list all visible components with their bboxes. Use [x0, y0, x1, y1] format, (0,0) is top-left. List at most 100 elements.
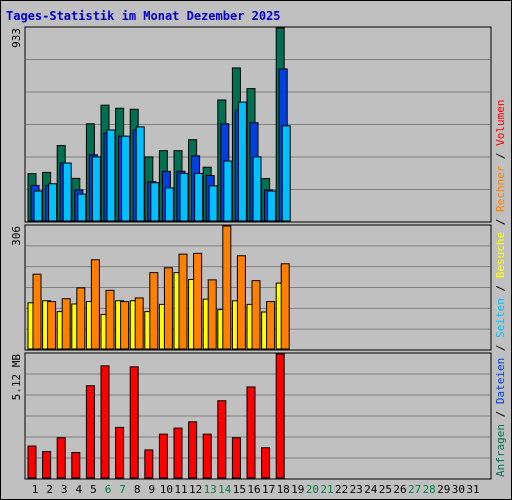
bar-volumen-day-7 [115, 426, 125, 479]
day-label: 17 [262, 483, 275, 496]
panel-2: 306 [10, 224, 492, 351]
bar-rechner-day-8 [134, 297, 144, 350]
day-label: 6 [105, 483, 112, 496]
bar-rechner-day-18 [280, 263, 290, 350]
bar-volumen-day-11 [173, 427, 183, 479]
day-label: 19 [291, 483, 304, 496]
bar-seiten-day-15 [237, 101, 247, 222]
day-label: 29 [437, 483, 450, 496]
bar-rechner-day-9 [149, 272, 159, 350]
legend-separator: / [494, 212, 507, 232]
day-label: 31 [466, 483, 479, 496]
chart-panels: 933 306 5.12 MB [10, 26, 492, 480]
bar-volumen-day-10 [158, 433, 168, 479]
bar-seiten-day-4 [77, 193, 87, 222]
bar-seiten-day-8 [135, 126, 145, 222]
bar-rechner-day-12 [193, 252, 203, 350]
day-label: 14 [218, 483, 232, 496]
bar-seiten-day-12 [194, 172, 204, 222]
legend-item-anfragen: Anfragen [494, 424, 507, 477]
day-label: 30 [452, 483, 465, 496]
bar-volumen-day-15 [231, 437, 241, 479]
bar-rechner-day-17 [266, 301, 276, 350]
day-label: 2 [46, 483, 53, 496]
bar-volumen-day-4 [71, 452, 81, 479]
bar-volumen-day-12 [188, 421, 198, 479]
bar-rechner-day-11 [178, 253, 188, 350]
legend-item-rechner: Rechner [494, 165, 507, 212]
panel-1: 933 [10, 26, 492, 223]
day-label: 28 [423, 483, 436, 496]
day-label: 20 [306, 483, 319, 496]
day-label: 8 [134, 483, 141, 496]
day-label: 18 [277, 483, 290, 496]
bar-seiten-day-13 [208, 185, 218, 222]
bar-seiten-day-9 [150, 182, 160, 222]
bar-volumen-day-5 [85, 385, 95, 479]
day-label: 24 [364, 483, 378, 496]
bar-volumen-day-14 [217, 400, 227, 479]
panel-max-label: 306 [10, 226, 23, 246]
bar-seiten-day-11 [179, 172, 189, 222]
bar-rechner-day-14 [222, 225, 232, 350]
bar-rechner-day-15 [236, 255, 246, 350]
bar-volumen-day-2 [42, 451, 52, 479]
bar-volumen-day-18 [275, 353, 285, 479]
legend-separator: / [494, 338, 507, 358]
day-label: 9 [148, 483, 155, 496]
bar-volumen-day-9 [144, 449, 154, 479]
bar-rechner-day-10 [163, 267, 173, 350]
day-label: 15 [233, 483, 246, 496]
bar-volumen-day-13 [202, 433, 212, 479]
bar-rechner-day-13 [207, 279, 217, 350]
legend-item-seiten: Seiten [494, 298, 507, 338]
day-label: 13 [204, 483, 217, 496]
day-label: 16 [247, 483, 260, 496]
bar-rechner-day-5 [90, 259, 100, 350]
panel-max-label: 933 [10, 28, 23, 48]
bar-seiten-day-16 [252, 156, 262, 222]
bar-volumen-day-8 [129, 366, 139, 479]
bar-seiten-day-2 [48, 183, 58, 222]
bar-seiten-day-17 [267, 190, 277, 222]
panel-max-label: 5.12 MB [10, 354, 23, 401]
bar-rechner-day-16 [251, 280, 261, 350]
day-label: 25 [379, 483, 392, 496]
bar-volumen-day-6 [100, 365, 110, 479]
bar-rechner-day-4 [76, 287, 86, 350]
bar-volumen-day-3 [56, 437, 66, 479]
day-label: 12 [189, 483, 202, 496]
bar-rechner-day-3 [61, 298, 71, 350]
bar-seiten-day-10 [164, 187, 174, 222]
bar-seiten-day-18 [281, 125, 291, 222]
bar-rechner-day-6 [105, 289, 115, 350]
legend-separator: / [494, 404, 507, 424]
legend-separator: / [494, 278, 507, 298]
day-label: 10 [160, 483, 173, 496]
bar-rechner-day-2 [47, 301, 57, 350]
day-label: 26 [393, 483, 406, 496]
bar-seiten-day-1 [33, 190, 43, 222]
legend-item-besuche: Besuche [494, 232, 507, 278]
day-label: 4 [75, 483, 82, 496]
day-label: 22 [335, 483, 348, 496]
legend: Anfragen / Dateien / Seiten / Besuche / … [494, 99, 507, 477]
panel-3: 5.12 MB [10, 352, 492, 480]
day-label: 7 [119, 483, 126, 496]
bar-seiten-day-6 [106, 129, 116, 222]
day-labels: 1 2 3 4 5 6 7 8 9 10 11 12 13 14 15 16 17 18 19 20 21 22 23 24 2… [32, 483, 480, 496]
bar-rechner-day-7 [120, 301, 130, 350]
day-label: 5 [90, 483, 97, 496]
bar-seiten-day-3 [62, 162, 72, 222]
day-label: 11 [174, 483, 187, 496]
bar-volumen-day-16 [246, 386, 256, 479]
chart-title: Tages-Statistik im Monat Dezember 2025 [6, 9, 281, 23]
day-label: 21 [320, 483, 333, 496]
day-label: 1 [32, 483, 39, 496]
legend-item-dateien: Dateien [494, 358, 507, 404]
bar-volumen-day-1 [27, 445, 37, 479]
legend-item-volumen: Volumen [494, 99, 507, 145]
bar-volumen-day-17 [261, 447, 271, 479]
